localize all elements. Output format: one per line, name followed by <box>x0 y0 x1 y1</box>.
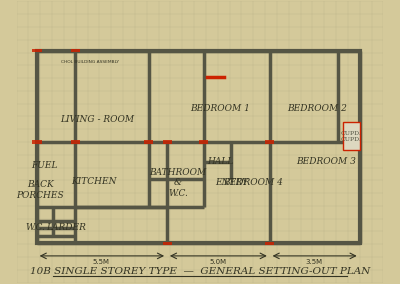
Bar <box>162 242 172 245</box>
Bar <box>32 140 42 144</box>
Text: 10B SINGLE STOREY TYPE  —  GENERAL SETTING-OUT PLAN: 10B SINGLE STOREY TYPE — GENERAL SETTING… <box>30 267 370 276</box>
Bar <box>37 51 360 243</box>
Bar <box>71 49 80 52</box>
Text: 3.5M: 3.5M <box>305 258 322 264</box>
Text: LARDER: LARDER <box>46 223 86 232</box>
Bar <box>265 140 274 144</box>
Bar <box>343 122 360 151</box>
Text: BEDROOM 2: BEDROOM 2 <box>288 104 347 113</box>
Text: BEDROOM 1: BEDROOM 1 <box>190 104 250 113</box>
Text: KITCHEN: KITCHEN <box>71 177 116 186</box>
Bar <box>32 49 42 52</box>
Text: BATHROOM
&
W.C.: BATHROOM & W.C. <box>149 168 207 198</box>
Text: HALL: HALL <box>207 157 233 166</box>
Text: BEDROOM 3: BEDROOM 3 <box>297 157 356 166</box>
Text: ENTRY: ENTRY <box>215 178 248 187</box>
Text: W.C.: W.C. <box>26 223 46 232</box>
Text: 5.0M: 5.0M <box>210 258 227 264</box>
Bar <box>162 140 172 144</box>
Bar <box>144 140 154 144</box>
Bar <box>265 242 274 245</box>
Text: LIVING - ROOM: LIVING - ROOM <box>60 115 134 124</box>
Text: 5.5M: 5.5M <box>92 258 110 264</box>
Bar <box>71 140 80 144</box>
Text: CHOL BUILDING ASSEMBLY: CHOL BUILDING ASSEMBLY <box>60 60 118 64</box>
Bar <box>199 140 208 144</box>
Text: BACK
PORCHES: BACK PORCHES <box>17 180 64 199</box>
Text: BEDROOM 4: BEDROOM 4 <box>223 178 283 187</box>
Text: CUPD.
CUPD.: CUPD. CUPD. <box>341 131 362 142</box>
Text: FUEL: FUEL <box>31 161 57 170</box>
